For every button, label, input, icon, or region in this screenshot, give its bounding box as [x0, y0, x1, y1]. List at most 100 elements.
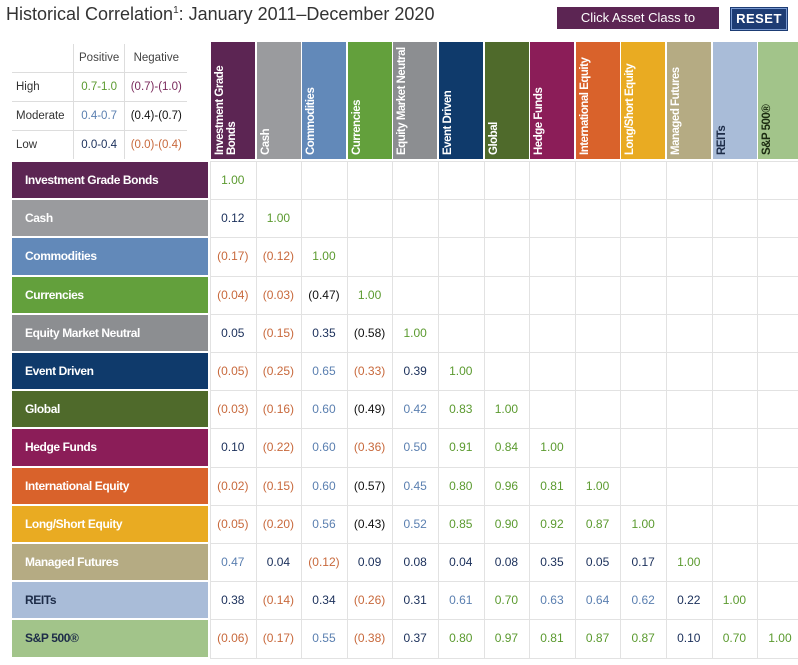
correlation-value: 1.00 [357, 287, 382, 302]
row-header-managed-futures[interactable]: Managed Futures [12, 544, 208, 581]
correlation-value: 0.90 [494, 516, 519, 531]
column-header-currencies[interactable]: Currencies [347, 42, 392, 159]
column-header-equity-market-neutral[interactable]: Equity Market Neutral [393, 42, 438, 159]
correlation-value: 0.60 [312, 440, 336, 455]
legend-moderate-negative: (0.4)-(0.7) [124, 101, 188, 131]
grid-line [666, 161, 667, 658]
column-header-label: Global [487, 122, 500, 155]
row-header-international-equity[interactable]: International Equity [12, 467, 208, 504]
grid-line [210, 313, 798, 315]
correlation-value: (0.25) [262, 364, 295, 379]
correlation-value: 0.70 [494, 593, 519, 608]
grid-line [757, 161, 759, 658]
correlation-value: 1.00 [266, 211, 291, 226]
correlation-value: 0.56 [312, 516, 336, 531]
row-header-commodities[interactable]: Commodities [12, 238, 208, 275]
correlation-value: (0.04) [217, 287, 249, 302]
correlation-value: 1.00 [722, 593, 747, 608]
correlation-value: 0.62 [631, 593, 655, 608]
grid-line [210, 428, 798, 430]
grid-line [210, 543, 798, 544]
correlation-value: (0.03) [262, 287, 295, 302]
column-header-long-short-equity[interactable]: Long/Short Equity [621, 42, 666, 159]
correlation-value: 0.60 [312, 402, 336, 417]
grid-line [210, 619, 798, 621]
reset-button[interactable]: RESET [731, 8, 787, 30]
column-header-label: Cash [259, 128, 272, 155]
correlation-value: 0.04 [449, 555, 473, 570]
correlation-value: 0.87 [585, 631, 610, 646]
grid-line [574, 161, 576, 658]
column-header-reits[interactable]: REITs [712, 42, 757, 159]
column-header-event-driven[interactable]: Event Driven [439, 42, 484, 159]
correlation-value: 0.55 [312, 631, 336, 646]
correlation-value: (0.16) [262, 402, 295, 417]
row-header-cash[interactable]: Cash [12, 200, 208, 237]
correlation-value: 0.17 [631, 555, 655, 570]
grid-line [210, 657, 798, 659]
column-header-international-equity[interactable]: International Equity [575, 42, 620, 159]
correlation-value: 1.00 [221, 173, 245, 188]
correlation-value: 1.00 [312, 249, 336, 264]
correlation-value: (0.15) [262, 325, 295, 340]
correlation-value: 0.81 [540, 631, 564, 646]
correlation-value: (0.12) [262, 249, 295, 264]
column-header-cash[interactable]: Cash [256, 42, 301, 159]
correlation-value: 0.09 [357, 555, 382, 570]
grid-line [210, 161, 211, 658]
correlation-value: 0.81 [540, 478, 564, 493]
correlation-value: 0.80 [449, 478, 473, 493]
correlation-value: (0.05) [217, 516, 249, 531]
correlation-value: 0.87 [631, 631, 655, 646]
grid-line [210, 161, 798, 162]
correlation-value: 0.91 [449, 440, 473, 455]
grid-line [711, 161, 713, 658]
grid-line [210, 199, 798, 201]
row-header-reits[interactable]: REITs [12, 582, 208, 619]
column-header-hedge-funds[interactable]: Hedge Funds [530, 42, 575, 159]
correlation-value: (0.12) [308, 555, 340, 570]
column-header-label: REITs [715, 125, 728, 155]
grid-line [210, 275, 798, 277]
column-header-investment-grade-bonds[interactable]: Investment Grade Bonds [211, 42, 256, 159]
correlation-value: 0.05 [221, 325, 245, 340]
correlation-value: 0.35 [312, 325, 336, 340]
correlation-value: (0.36) [353, 440, 386, 455]
column-header-global[interactable]: Global [484, 42, 529, 159]
correlation-value: (0.57) [353, 478, 386, 493]
row-header-global[interactable]: Global [12, 391, 208, 428]
column-header-managed-futures[interactable]: Managed Futures [667, 42, 712, 159]
correlation-legend: Positive Negative High 0.7-1.0 (0.7)-(1.… [12, 44, 188, 159]
row-header-s-p-500[interactable]: S&P 500® [12, 620, 208, 657]
grid-line [301, 161, 303, 658]
correlation-value: 1.00 [768, 631, 792, 646]
correlation-value: (0.03) [217, 402, 249, 417]
row-header-equity-market-neutral[interactable]: Equity Market Neutral [12, 314, 208, 351]
row-header-currencies[interactable]: Currencies [12, 276, 208, 313]
correlation-value: 0.45 [403, 478, 427, 493]
correlation-value: 0.08 [494, 555, 519, 570]
correlation-value: 0.50 [403, 440, 427, 455]
column-header-label: International Equity [578, 57, 591, 155]
correlation-value: (0.05) [217, 364, 249, 379]
correlation-value: 0.87 [585, 516, 610, 531]
correlation-value: 1.00 [540, 440, 564, 455]
correlation-value: (0.22) [262, 440, 295, 455]
correlation-value: 0.05 [585, 555, 610, 570]
column-header-commodities[interactable]: Commodities [302, 42, 347, 159]
correlation-value: 0.22 [677, 593, 701, 608]
correlation-value: 0.42 [403, 402, 427, 417]
row-header-event-driven[interactable]: Event Driven [12, 353, 208, 390]
legend-level-low: Low [12, 130, 74, 159]
correlation-value: 0.63 [540, 593, 564, 608]
row-header-investment-grade-bonds[interactable]: Investment Grade Bonds [12, 162, 208, 199]
correlation-value: 0.34 [312, 593, 336, 608]
row-header-long-short-equity[interactable]: Long/Short Equity [12, 505, 208, 542]
correlation-value: (0.14) [262, 593, 295, 608]
grid-line [210, 504, 798, 506]
column-header-s-p-500[interactable]: S&P 500® [758, 42, 798, 159]
correlation-value: 0.80 [449, 631, 473, 646]
correlation-value: (0.17) [217, 249, 249, 264]
row-header-hedge-funds[interactable]: Hedge Funds [12, 429, 208, 466]
correlation-value: 0.04 [266, 555, 291, 570]
